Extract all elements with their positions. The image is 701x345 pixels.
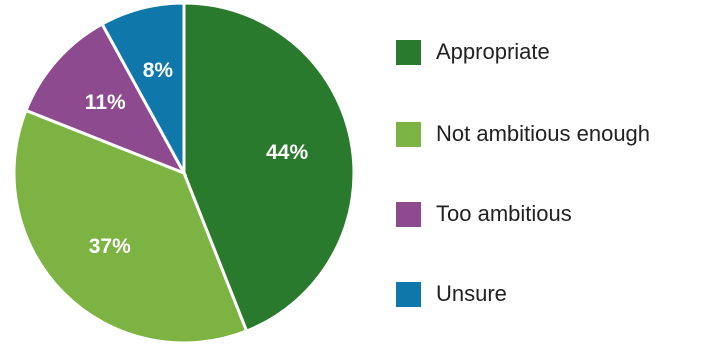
slice-not-ambitious-enough: [12, 108, 249, 345]
slice-appropriate: [182, 1, 356, 334]
legend-label-not-ambitious-enough: Not ambitious enough: [436, 121, 651, 146]
slice-too-ambitious: [23, 21, 188, 176]
legend-swatch-not-ambitious-enough: [396, 122, 421, 147]
legend-swatch-appropriate: [396, 40, 421, 65]
slice-label-not-ambitious-enough: 37%: [89, 235, 131, 258]
slice-unsure: [100, 1, 186, 174]
slice-label-appropriate: 44%: [266, 141, 308, 164]
legend-swatch-unsure: [396, 282, 421, 307]
legend-label-too-ambitious: Too ambitious: [436, 201, 572, 226]
slice-label-unsure: 8%: [143, 59, 174, 82]
slice-label-too-ambitious: 11%: [85, 91, 126, 114]
legend-label-unsure: Unsure: [436, 281, 507, 306]
legend-label-appropriate: Appropriate: [436, 39, 550, 64]
legend-swatch-too-ambitious: [396, 202, 421, 227]
